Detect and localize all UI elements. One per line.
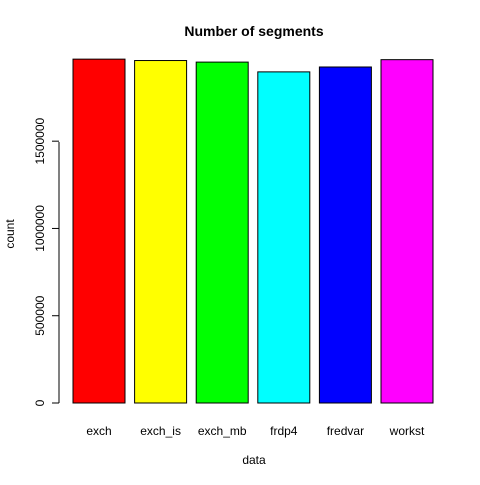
chart-title: Number of segments xyxy=(184,23,323,39)
y-tick-label: 500000 xyxy=(33,295,47,335)
bar-exch-is xyxy=(134,60,188,404)
y-axis-ticks: 0 500000 1000000 1500000 xyxy=(33,117,59,406)
x-category-label: frdp4 xyxy=(270,424,298,438)
bar-workst xyxy=(380,59,434,404)
y-tick-label: 1500000 xyxy=(33,117,47,164)
x-category-label: exch_is xyxy=(140,424,181,438)
x-category-label: workst xyxy=(389,424,425,438)
y-tick-label: 0 xyxy=(33,399,47,406)
bar-frdp4 xyxy=(257,71,311,404)
bar-fredvar xyxy=(318,66,372,404)
y-tick-label: 1000000 xyxy=(33,205,47,252)
x-axis-label: data xyxy=(242,453,266,467)
bars-group xyxy=(72,58,434,404)
bar-exch xyxy=(72,58,126,404)
y-axis-label: count xyxy=(3,219,17,249)
bar-exch-mb xyxy=(195,61,249,404)
x-category-label: fredvar xyxy=(327,424,364,438)
x-category-label: exch_mb xyxy=(198,424,247,438)
x-category-label: exch xyxy=(86,424,111,438)
x-axis-category-labels: exch exch_is exch_mb frdp4 fredvar workst xyxy=(86,424,425,438)
